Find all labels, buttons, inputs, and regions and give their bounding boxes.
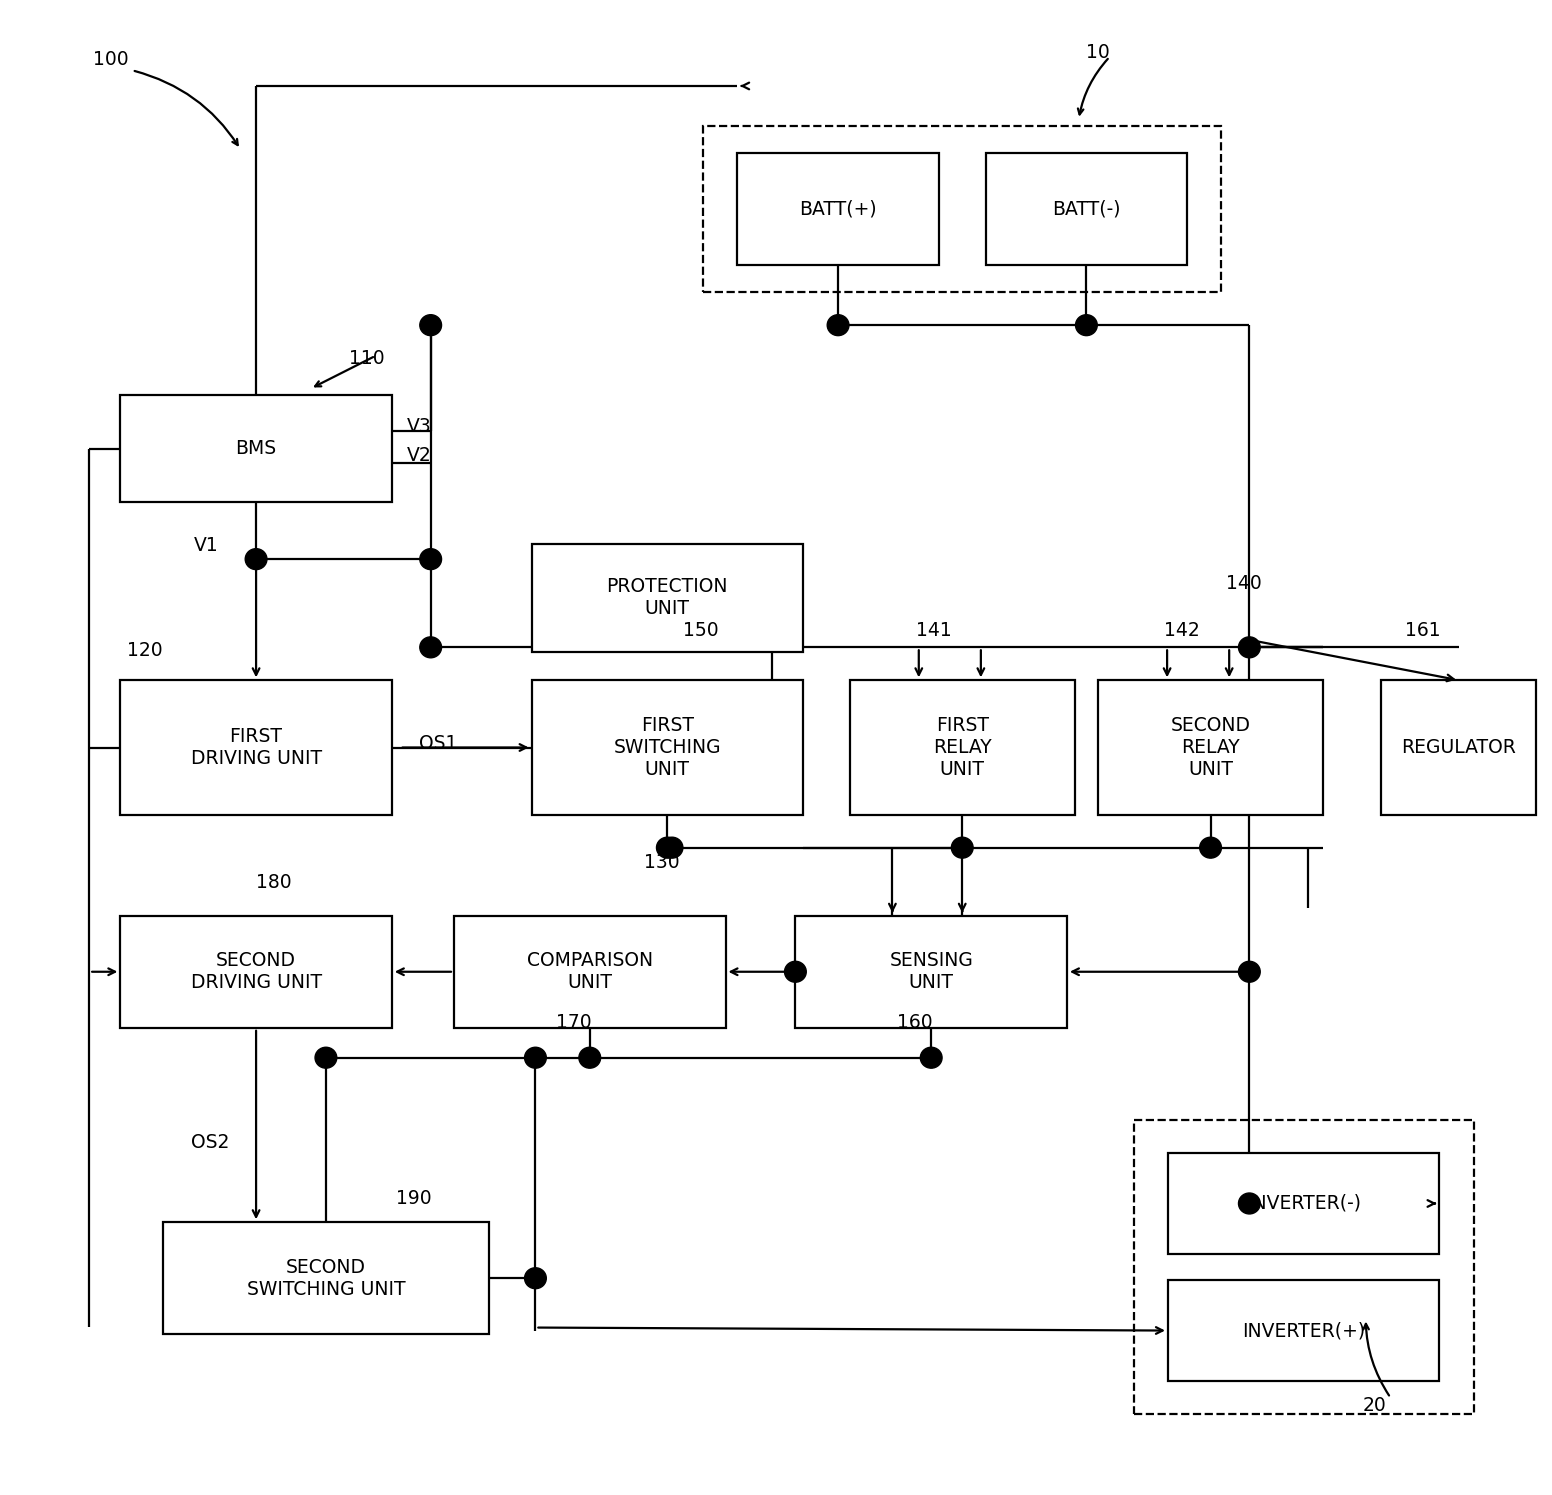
Text: 110: 110 [349,350,385,368]
Text: BATT(-): BATT(-) [1052,200,1121,218]
Text: 170: 170 [556,1014,591,1032]
Bar [703,127,1221,293]
Bar [453,915,725,1029]
Bar [986,154,1187,266]
Text: FIRST
RELAY
UNIT: FIRST RELAY UNIT [933,716,992,779]
Circle shape [1238,637,1260,658]
Bar [121,915,391,1029]
Circle shape [784,961,807,982]
Text: 180: 180 [256,873,292,891]
Text: SECOND
SWITCHING UNIT: SECOND SWITCHING UNIT [247,1257,405,1299]
Bar [531,680,804,815]
Text: SECOND
DRIVING UNIT: SECOND DRIVING UNIT [191,951,321,993]
Text: SECOND
RELAY
UNIT: SECOND RELAY UNIT [1170,716,1251,779]
Text: 120: 120 [127,641,163,659]
Text: SENSING
UNIT: SENSING UNIT [889,951,973,993]
Text: OS2: OS2 [191,1133,230,1151]
Bar [1167,1153,1440,1254]
Circle shape [656,837,678,858]
Bar [1133,1120,1473,1414]
Circle shape [419,549,442,570]
Bar [121,395,391,502]
Text: 100: 100 [93,51,129,69]
Circle shape [1238,961,1260,982]
Circle shape [827,315,849,336]
Text: INVERTER(+): INVERTER(+) [1242,1322,1366,1340]
Bar [795,915,1068,1029]
Text: 150: 150 [683,622,719,640]
Circle shape [419,315,442,336]
Circle shape [315,1048,337,1067]
Text: 190: 190 [396,1190,431,1208]
Bar [737,154,939,266]
Circle shape [1200,837,1221,858]
Circle shape [245,549,267,570]
Text: 161: 161 [1405,622,1440,640]
Text: OS1: OS1 [419,734,458,752]
Text: 20: 20 [1363,1396,1386,1414]
Text: 130: 130 [644,854,680,872]
Bar [850,680,1074,815]
Bar [1099,680,1322,815]
Circle shape [525,1268,546,1289]
Circle shape [1076,315,1097,336]
Text: PROTECTION
UNIT: PROTECTION UNIT [607,577,728,619]
Text: FIRST
SWITCHING
UNIT: FIRST SWITCHING UNIT [613,716,722,779]
Bar [1167,1280,1440,1381]
Text: 141: 141 [916,622,951,640]
Circle shape [1238,1193,1260,1214]
Text: BATT(+): BATT(+) [799,200,877,218]
Text: 160: 160 [897,1014,933,1032]
Text: INVERTER(-): INVERTER(-) [1246,1195,1361,1212]
Text: V1: V1 [194,537,219,555]
Text: 142: 142 [1164,622,1200,640]
Circle shape [661,837,683,858]
Text: COMPARISON
UNIT: COMPARISON UNIT [526,951,653,993]
Text: 10: 10 [1086,43,1110,61]
Circle shape [951,837,973,858]
Circle shape [419,637,442,658]
Text: BMS: BMS [236,440,276,457]
Text: V2: V2 [407,447,431,465]
Bar [1381,680,1536,815]
Text: FIRST
DRIVING UNIT: FIRST DRIVING UNIT [191,727,321,768]
Text: 140: 140 [1226,574,1262,592]
Bar [121,680,391,815]
Circle shape [579,1048,601,1067]
Circle shape [525,1048,546,1067]
Bar [163,1223,489,1335]
Text: V3: V3 [407,417,431,435]
Circle shape [920,1048,942,1067]
Text: REGULATOR: REGULATOR [1401,739,1516,756]
Bar [531,544,804,652]
